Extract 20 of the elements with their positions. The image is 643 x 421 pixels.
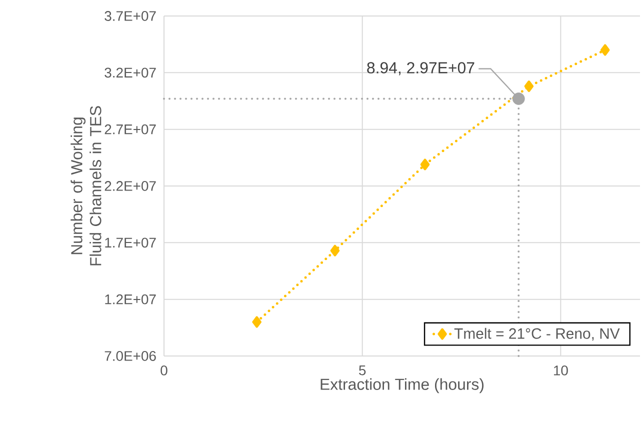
y-tick-label: 1.2E+07 <box>105 294 156 304</box>
legend-label: Tmelt = 21°C - Reno, NV <box>454 328 620 341</box>
annotation: 8.94, 2.97E+07 <box>367 62 474 76</box>
x-tick-label: 10 <box>554 366 568 376</box>
point <box>600 44 610 56</box>
y-tick-label: 2.7E+07 <box>104 124 156 134</box>
y-tick-label: 3.7E+07 <box>104 11 156 21</box>
point <box>330 244 340 256</box>
y-tick-label: 3.2E+07 <box>104 68 156 78</box>
x-axis-title: Extraction Time (hours) <box>320 378 484 394</box>
y-tick-label: 1.7E+07 <box>105 238 156 248</box>
point <box>252 316 262 328</box>
y-tick-label: 2.2E+07 <box>104 181 156 191</box>
point <box>512 92 525 105</box>
x-tick-label: 0 <box>160 366 168 376</box>
point <box>524 80 534 92</box>
x-tick-label: 5 <box>359 366 366 376</box>
y-axis-title: Number of Working Fluid Channels in TES <box>70 106 102 266</box>
y-tick-label: 7.0E+06 <box>104 351 156 361</box>
point <box>420 158 430 170</box>
